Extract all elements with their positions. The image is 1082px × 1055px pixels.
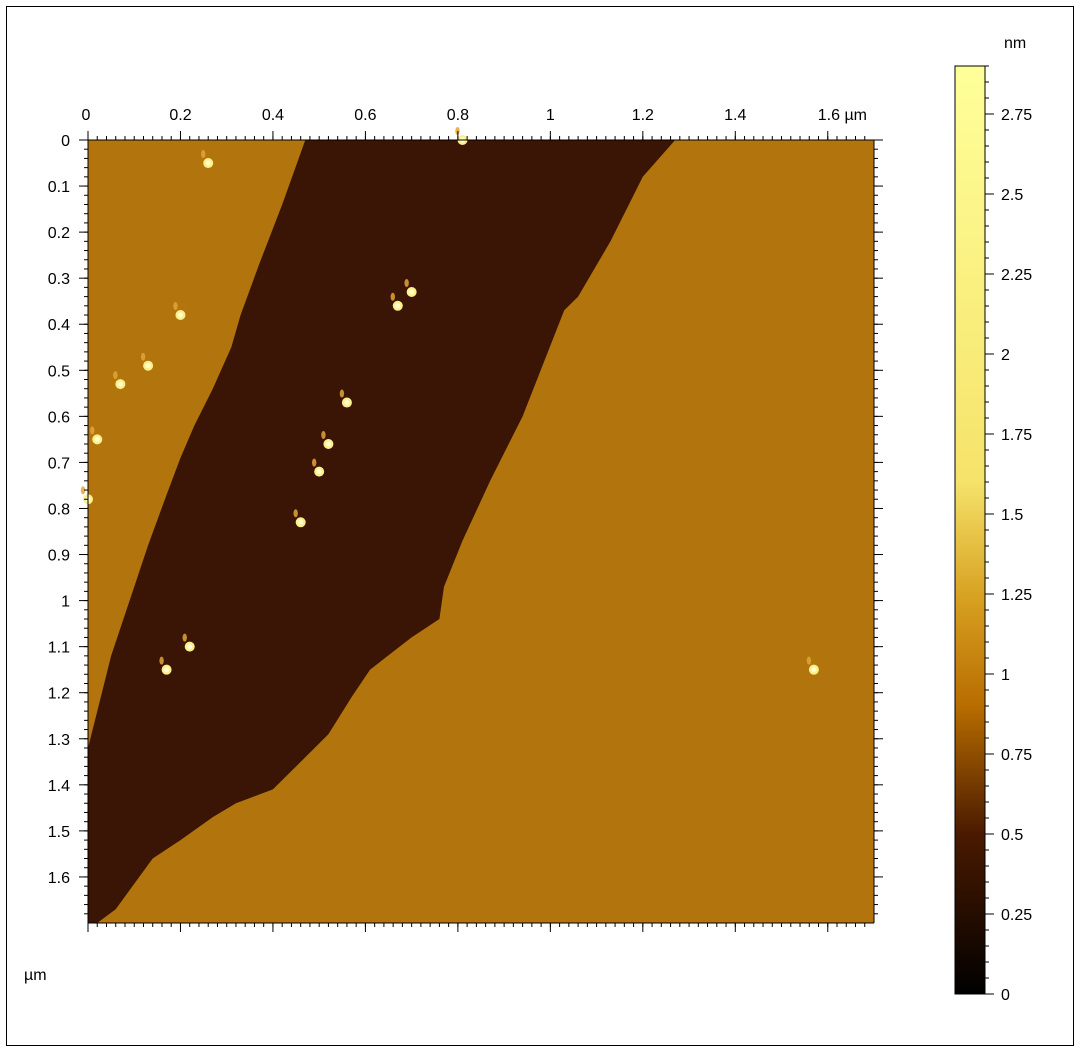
y-tick-label: 1 <box>61 594 70 611</box>
particle-11 <box>311 458 325 477</box>
y-tick-label: 0 <box>61 133 70 150</box>
colorbar-tick-label: 2.25 <box>1001 267 1032 284</box>
y-tick-label: 1.4 <box>48 778 70 795</box>
particle-8 <box>339 389 352 408</box>
colorbar-tick-label: 0.25 <box>1001 907 1032 924</box>
colorbar: 0 0.25 0.5 0.75 1 1.25 1.5 1.75 2 2.25 2.5 2.75 <box>954 65 1032 1004</box>
colorbar-tick-label: 2.5 <box>1001 187 1023 204</box>
particle-7 <box>113 371 126 390</box>
colorbar-tick-label: 1 <box>1001 667 1010 684</box>
particle-14 <box>182 633 195 652</box>
particle-13 <box>293 509 306 528</box>
x-tick-label: 1.4 <box>724 107 746 124</box>
y-tick-label: 0.6 <box>48 409 70 426</box>
colorbar-tick-label: 0.5 <box>1001 827 1023 844</box>
x-tick-label: 0.4 <box>262 107 284 124</box>
particle-4 <box>390 292 403 311</box>
y-tick-label: 0.9 <box>48 548 70 565</box>
particle-1 <box>201 150 214 169</box>
y-tick-label: 0.3 <box>48 271 70 288</box>
lower-terrace-region <box>88 140 676 923</box>
x-tick-label: 0.2 <box>169 107 191 124</box>
colorbar-tick-label: 2 <box>1001 347 1010 364</box>
axes: 0 0.2 0.4 0.6 0.8 1 1.2 1.4 1.6 µm 0 0.1 0.2 0.3 0.4 0… <box>48 107 883 932</box>
colorbar-tick-label: 1.75 <box>1001 427 1032 444</box>
y-tick-label: 1.1 <box>48 640 70 657</box>
x-tick-label: 0.6 <box>354 107 376 124</box>
particle-16 <box>806 656 819 675</box>
colorbar-tick-label: 2.75 <box>1001 107 1032 124</box>
colorbar-tick-label: 0.75 <box>1001 747 1032 764</box>
colorbar-tick-label: 1.5 <box>1001 507 1023 524</box>
particle-6 <box>140 352 154 371</box>
x-tick-label: 1 <box>546 107 555 124</box>
x-tick-label: 1.2 <box>632 107 654 124</box>
y-tick-label: 1.6 <box>48 870 70 887</box>
colorbar-gradient <box>954 65 986 995</box>
y-tick-label: 1.5 <box>48 824 70 841</box>
x-tick-label: 0.8 <box>447 107 469 124</box>
colorbar-tick-label: 1.25 <box>1001 587 1032 604</box>
y-tick-label: 0.5 <box>48 363 70 380</box>
particle-10 <box>321 430 334 449</box>
particle-5 <box>173 302 186 321</box>
y-tick-label: 0.1 <box>48 179 70 196</box>
y-tick-label: 1.2 <box>48 686 70 703</box>
x-tick-label: 1.6 µm <box>818 107 867 124</box>
y-tick-label: 0.4 <box>48 317 70 334</box>
particle-15 <box>159 656 172 675</box>
particle-9 <box>90 426 103 445</box>
colorbar-tick-label: 0 <box>1001 987 1010 1004</box>
particle-3 <box>404 278 417 297</box>
y-tick-label: 0.7 <box>48 455 70 472</box>
x-axis-unit-label: µm <box>24 967 47 984</box>
colorbar-unit-label: nm <box>1004 35 1026 52</box>
y-tick-label: 1.3 <box>48 732 70 749</box>
y-tick-label: 0.8 <box>48 501 70 518</box>
y-tick-label: 0.2 <box>48 225 70 242</box>
x-tick-label: 0 <box>82 107 91 124</box>
afm-image <box>80 127 874 923</box>
